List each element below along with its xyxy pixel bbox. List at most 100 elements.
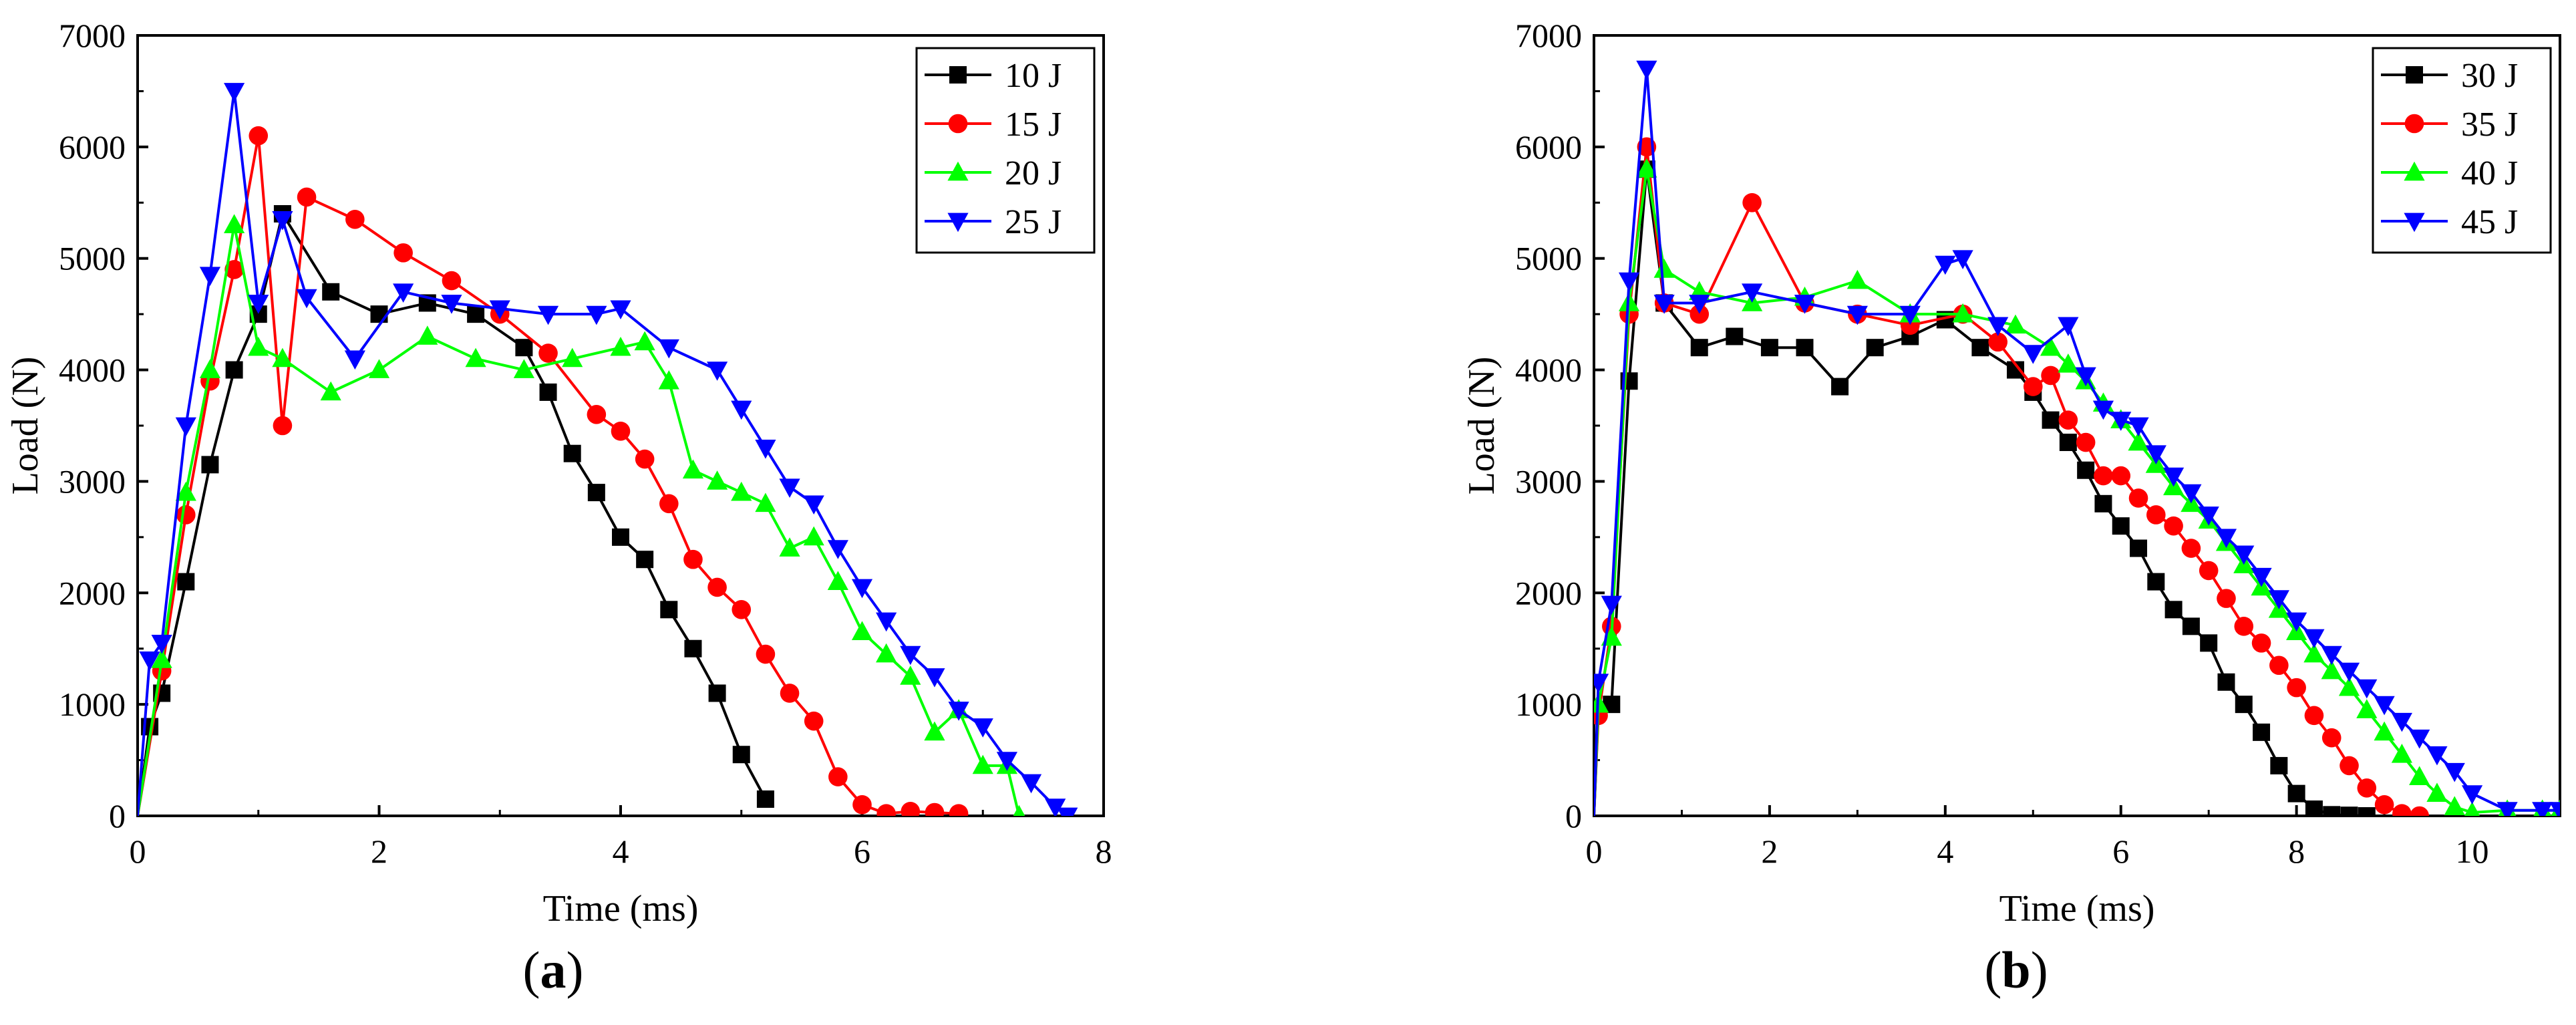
data-point [393, 283, 414, 303]
data-point [2303, 643, 2325, 663]
data-point [2058, 317, 2079, 337]
y-tick-label: 3000 [1515, 462, 1582, 500]
data-point [2059, 434, 2077, 452]
data-point [732, 600, 752, 619]
data-point [2338, 662, 2360, 682]
x-tick-label: 8 [1096, 833, 1112, 870]
legend: 10 J 15 J 20 J 25 J [915, 47, 1096, 254]
data-point [900, 666, 921, 685]
data-point [2234, 617, 2254, 636]
y-tick-label: 2000 [59, 574, 126, 611]
data-point [2269, 655, 2289, 676]
data-point [2199, 561, 2219, 581]
data-point [201, 456, 219, 474]
data-point [2374, 795, 2394, 815]
series-20j [138, 214, 1025, 816]
data-point [2092, 400, 2114, 420]
data-point [248, 295, 269, 314]
data-point [2128, 488, 2148, 508]
data-point [2005, 314, 2026, 334]
y-tick-label: 7000 [59, 17, 126, 54]
series-45j [1594, 60, 2560, 816]
legend-box [2372, 47, 2552, 254]
caption-a: (a) [523, 941, 584, 999]
data-point [2426, 746, 2448, 766]
data-point [2303, 629, 2325, 649]
legend-swatch-marker [948, 114, 968, 134]
data-point [2444, 796, 2465, 816]
data-point [1601, 595, 1622, 615]
data-point [2321, 660, 2342, 680]
data-point [1796, 339, 1814, 357]
data-point [2409, 766, 2430, 785]
data-point [1988, 332, 2007, 352]
x-axis-label: Time (ms) [1999, 888, 2155, 929]
data-point [442, 271, 462, 291]
data-point [1726, 327, 1744, 345]
data-point [2233, 545, 2255, 565]
x-tick-label: 4 [1937, 833, 1953, 870]
data-point [1636, 158, 1657, 178]
data-point [924, 721, 945, 741]
series-25j [138, 83, 1078, 816]
data-point [635, 449, 655, 469]
series-line [1594, 145, 2420, 816]
data-point [2094, 494, 2112, 512]
data-point [1742, 192, 1762, 212]
data-point [2181, 484, 2202, 504]
data-point [804, 711, 824, 731]
data-point [2041, 365, 2060, 386]
data-point [949, 804, 969, 816]
x-axis-label: Time (ms) [543, 888, 699, 929]
data-point [2305, 800, 2323, 816]
data-point [780, 684, 800, 703]
data-point [2253, 723, 2271, 741]
data-point [2338, 676, 2360, 696]
data-point [2042, 411, 2060, 429]
data-point [2058, 353, 2079, 373]
data-point [2058, 410, 2078, 430]
data-point [634, 331, 655, 351]
y-tick-label: 5000 [59, 240, 126, 277]
data-point [1846, 269, 1868, 289]
data-point [732, 746, 750, 764]
legend-swatch-marker [2404, 114, 2424, 134]
data-point [2215, 529, 2237, 549]
data-point [2040, 336, 2062, 356]
data-point [1866, 339, 1884, 357]
data-point [224, 83, 245, 102]
data-point [827, 540, 848, 559]
data-point [1045, 798, 1066, 816]
x-tick-label: 6 [2112, 833, 2129, 870]
data-point [2164, 601, 2183, 619]
legend-swatch-marker [2404, 161, 2425, 181]
data-point [2251, 633, 2271, 653]
data-point [2128, 417, 2149, 437]
data-point [610, 300, 631, 320]
data-point [2268, 590, 2289, 609]
data-point [1935, 255, 1956, 275]
data-point [851, 621, 873, 641]
data-point [2112, 517, 2130, 535]
legend-label: 40 J [2461, 154, 2518, 192]
data-point [2357, 778, 2377, 798]
legend-swatch-marker [947, 161, 969, 181]
data-point [297, 187, 317, 207]
data-point [1794, 295, 1816, 314]
data-point [489, 300, 510, 320]
data-point [2182, 617, 2200, 635]
data-point [756, 790, 774, 808]
data-point [2110, 412, 2132, 431]
data-point [2145, 445, 2166, 464]
data-point [273, 416, 293, 436]
data-point [393, 243, 413, 263]
data-point [2128, 431, 2149, 451]
data-point [175, 417, 196, 437]
data-point [225, 361, 243, 379]
data-point [248, 336, 269, 356]
data-point [2323, 806, 2341, 816]
y-tick-label: 4000 [1515, 351, 1582, 389]
x-tick-label: 10 [2456, 833, 2489, 870]
data-point [2130, 539, 2148, 557]
series-15j [138, 126, 969, 816]
